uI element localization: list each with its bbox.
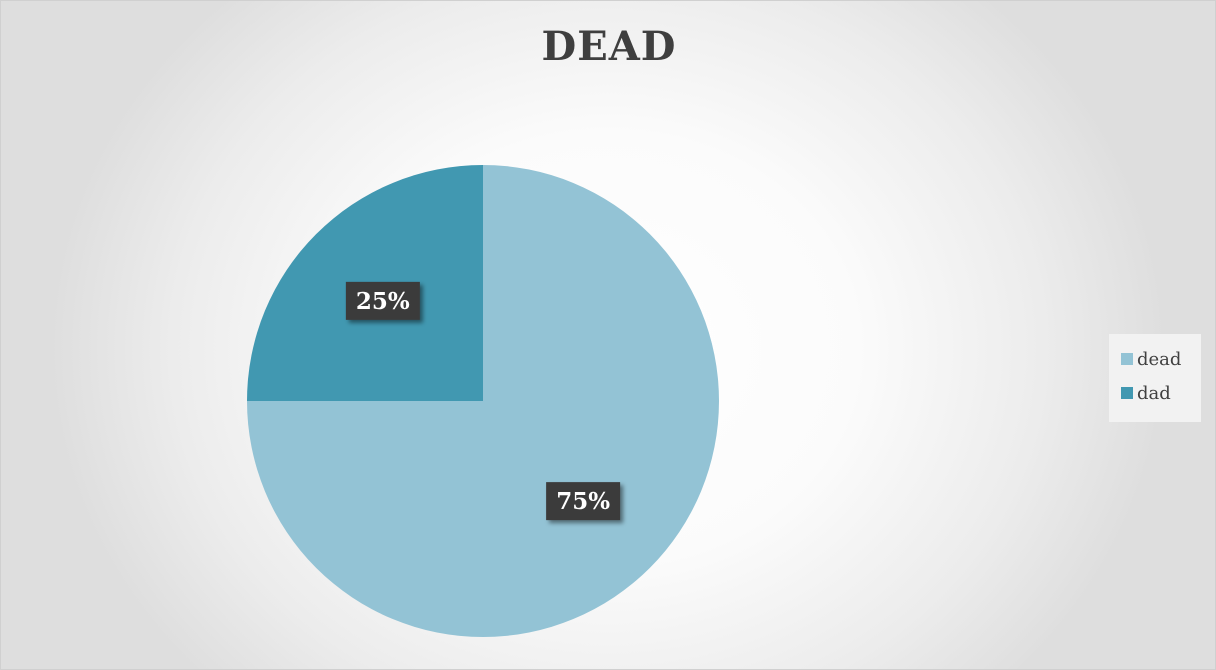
- data-label-text-dad: 25%: [356, 288, 410, 315]
- legend-item-dad: dad: [1109, 376, 1201, 410]
- legend-swatch-dead: [1121, 353, 1133, 365]
- data-label-dad: 25%: [345, 281, 420, 320]
- data-label-box-dad: [345, 281, 420, 320]
- legend: dead dad: [1109, 334, 1201, 422]
- data-label-dead: 75%: [546, 482, 621, 521]
- data-label-text-dead: 75%: [556, 488, 610, 515]
- legend-label-dead: dead: [1137, 348, 1182, 370]
- data-label-box-dead: [546, 482, 621, 521]
- legend-item-dead: dead: [1109, 342, 1201, 376]
- legend-label-dad: dad: [1137, 382, 1171, 404]
- chart-title: DEAD: [541, 23, 677, 70]
- legend-swatch-dad: [1121, 387, 1133, 399]
- pie-slices: [247, 165, 719, 637]
- pie-data-labels: 75% 25%: [345, 281, 621, 521]
